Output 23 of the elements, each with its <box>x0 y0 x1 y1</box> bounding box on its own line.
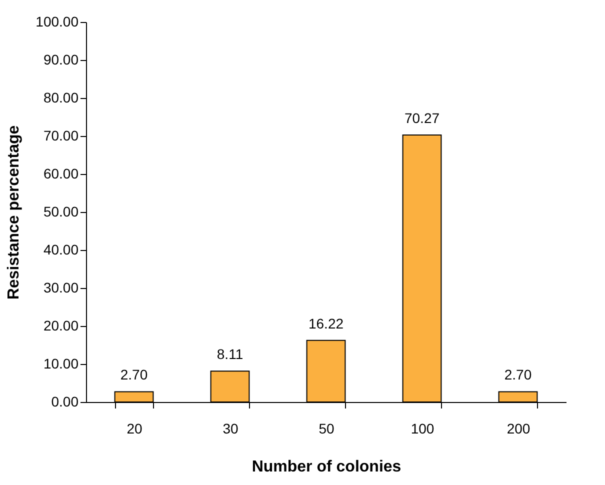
data-label: 70.27 <box>404 110 440 126</box>
x-axis-title: Number of colonies <box>252 458 402 476</box>
data-label: 2.70 <box>120 366 148 383</box>
data-label: 16.22 <box>308 315 344 332</box>
y-tick-label: 60.00 <box>43 166 79 182</box>
y-tick-label: 80.00 <box>43 90 79 106</box>
y-axis-title: Resistance percentage <box>6 125 23 300</box>
x-tick-label: 20 <box>126 420 142 436</box>
y-tick-label: 50.00 <box>43 204 79 220</box>
x-tick-label: 50 <box>318 420 334 436</box>
y-tick-label: 0.00 <box>51 394 79 410</box>
data-label: 2.70 <box>504 366 532 383</box>
y-tick-label: 20.00 <box>43 318 79 334</box>
y-tick-label: 30.00 <box>43 280 79 296</box>
x-tick-label: 100 <box>410 420 434 436</box>
y-tick-label: 10.00 <box>43 356 79 372</box>
x-tick-label: 30 <box>222 420 238 436</box>
data-label: 8.11 <box>216 346 244 362</box>
y-tick-label: 90.00 <box>43 52 79 68</box>
x-tick-label: 200 <box>506 420 530 436</box>
y-tick-label: 100.00 <box>36 14 79 30</box>
y-tick-label: 40.00 <box>43 242 79 258</box>
y-tick-label: 70.00 <box>43 128 79 144</box>
